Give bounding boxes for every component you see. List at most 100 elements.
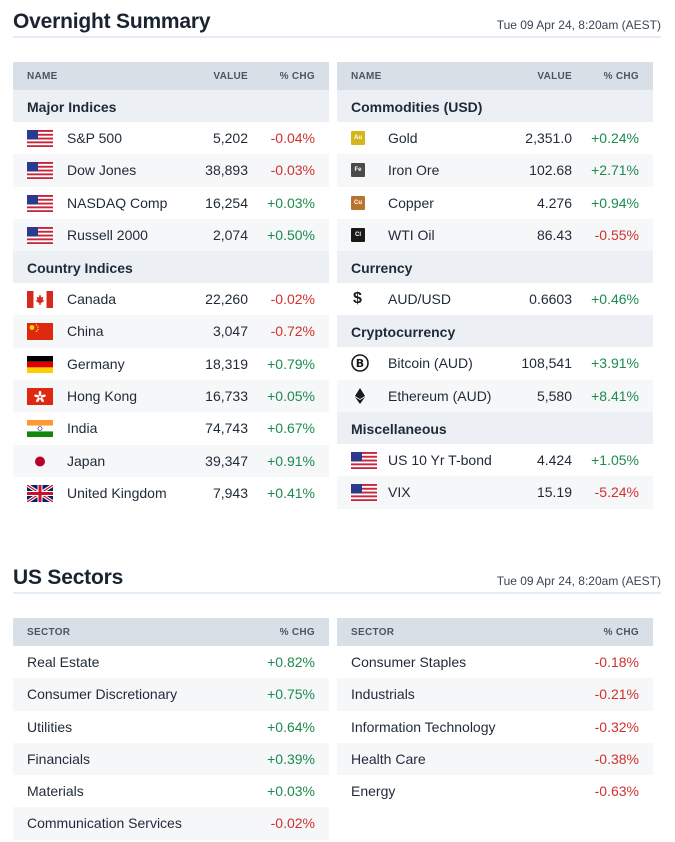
item-change: -0.02% (270, 291, 315, 308)
list-item[interactable]: B Bitcoin (AUD) 108,541 +3.91% (337, 347, 653, 379)
table-row[interactable]: Financials +0.39% (13, 742, 329, 776)
sector-column-header[interactable]: SECTOR (27, 627, 71, 638)
table-row[interactable]: Utilities +0.64% (13, 711, 329, 743)
group-label: Currency (351, 260, 413, 277)
item-value: 2,351.0 (525, 130, 572, 146)
item-value: 16,254 (205, 194, 248, 211)
item-value: 0.6603 (529, 291, 572, 308)
item-value: 5,202 (212, 130, 248, 146)
japan-flag-icon (27, 452, 53, 470)
item-change: -0.55% (594, 226, 639, 243)
table-row[interactable]: Consumer Discretionary +0.75% (13, 678, 329, 711)
sector-column-header[interactable]: SECTOR (351, 627, 395, 638)
sector-name: Financials (27, 750, 91, 767)
list-item[interactable]: Russell 2000 2,074 +0.50% (13, 218, 329, 252)
list-item[interactable]: NASDAQ Comp 16,254 +0.03% (13, 187, 329, 219)
chg-column-header[interactable]: % CHG (603, 71, 639, 82)
item-name: Hong Kong (67, 388, 138, 405)
sector-name: Materials (27, 783, 84, 800)
section-title: US Sectors (13, 566, 124, 589)
sector-change: -0.38% (594, 750, 639, 767)
item-change: +0.46% (591, 291, 639, 308)
list-item[interactable]: Fe Iron Ore 102.68 +2.71% (337, 154, 653, 187)
table-header: NAME VALUE % CHG (13, 62, 329, 90)
group-major-indices: Major Indices (13, 90, 329, 122)
list-item[interactable]: Canada 22,260 -0.02% (13, 283, 329, 315)
overnight-summary-section: Overnight Summary Tue 09 Apr 24, 8:20am … (13, 6, 661, 516)
list-item[interactable]: Cu Copper 4.276 +0.94% (337, 187, 653, 219)
table-row[interactable]: Industrials -0.21% (337, 678, 653, 711)
us-flag-icon (27, 226, 53, 244)
list-item[interactable]: Hong Kong 16,733 +0.05% (13, 380, 329, 413)
name-column-header[interactable]: NAME (27, 71, 58, 82)
table-row[interactable]: Materials +0.03% (13, 775, 329, 807)
list-item[interactable]: India 74,743 +0.67% (13, 412, 329, 444)
sector-change: +0.39% (267, 750, 315, 767)
item-value: 7,943 (212, 484, 248, 501)
item-change: -0.04% (270, 130, 315, 146)
table-row[interactable]: Communication Services -0.02% (13, 807, 329, 840)
us-flag-icon (351, 452, 377, 470)
item-change: +2.71% (591, 162, 639, 179)
list-item[interactable]: Japan 39,347 +0.91% (13, 444, 329, 477)
list-item[interactable]: S&P 500 5,202 -0.04% (13, 122, 329, 154)
page-title: Overnight Summary (13, 10, 211, 33)
list-item[interactable]: Dow Jones 38,893 -0.03% (13, 154, 329, 187)
sector-change: +0.64% (267, 718, 315, 735)
table-row[interactable]: Information Technology -0.32% (337, 711, 653, 743)
value-column-header[interactable]: VALUE (537, 71, 572, 82)
item-name: AUD/USD (388, 291, 452, 308)
item-name: WTI Oil (388, 226, 435, 243)
list-item[interactable]: VIX 15.19 -5.24% (337, 476, 653, 509)
item-change: +1.05% (591, 452, 639, 469)
list-item[interactable]: Ethereum (AUD) 5,580 +8.41% (337, 379, 653, 413)
list-item[interactable]: US 10 Yr T-bond 4.424 +1.05% (337, 444, 653, 476)
item-name: India (67, 420, 98, 437)
table-row[interactable]: Energy -0.63% (337, 775, 653, 807)
indices-table: NAME VALUE % CHG Major Indices S&P 500 5… (13, 62, 329, 509)
us-flag-icon (27, 162, 53, 180)
list-item[interactable]: Germany 18,319 +0.79% (13, 348, 329, 380)
timestamp: Tue 09 Apr 24, 8:20am (AEST) (496, 574, 661, 588)
table-row[interactable]: Health Care -0.38% (337, 742, 653, 776)
table-row[interactable]: Real Estate +0.82% (13, 646, 329, 678)
us-flag-icon (27, 130, 53, 147)
value-column-header[interactable]: VALUE (213, 71, 248, 82)
group-country-indices: Country Indices (13, 251, 329, 284)
list-item[interactable]: $ AUD/USD 0.6603 +0.46% (337, 283, 653, 315)
list-item[interactable]: United Kingdom 7,943 +0.41% (13, 477, 329, 509)
chg-column-header[interactable]: % CHG (279, 71, 315, 82)
india-flag-icon (27, 420, 53, 438)
item-value: 15.19 (536, 484, 572, 501)
item-value: 16,733 (205, 388, 248, 405)
group-label: Commodities (USD) (351, 99, 483, 115)
bitcoin-icon: B (351, 354, 369, 373)
item-change: +0.05% (267, 388, 315, 405)
group-currency: Currency (337, 251, 653, 284)
list-item[interactable]: China 3,047 -0.72% (13, 315, 329, 348)
chg-column-header[interactable]: % CHG (279, 627, 315, 638)
sector-name: Communication Services (27, 815, 182, 832)
sector-change: -0.18% (594, 654, 639, 670)
list-item[interactable]: Cl WTI Oil 86.43 -0.55% (337, 218, 653, 252)
sector-change: -0.21% (594, 686, 639, 703)
gold-icon: Au (351, 131, 365, 145)
timestamp: Tue 09 Apr 24, 8:20am (AEST) (496, 18, 661, 32)
item-value: 3,047 (212, 323, 248, 340)
us-flag-icon (27, 194, 53, 212)
uk-flag-icon (27, 484, 53, 502)
group-cryptocurrency: Cryptocurrency (337, 315, 653, 348)
svg-text:B: B (356, 357, 364, 370)
item-value: 5,580 (536, 387, 572, 404)
table-row[interactable]: Consumer Staples -0.18% (337, 646, 653, 678)
chg-column-header[interactable]: % CHG (603, 627, 639, 638)
item-change: +0.79% (267, 355, 315, 372)
list-item[interactable]: Au Gold 2,351.0 +0.24% (337, 122, 653, 154)
name-column-header[interactable]: NAME (351, 71, 382, 82)
item-change: +0.91% (267, 452, 315, 469)
sector-change: -0.63% (594, 783, 639, 800)
china-flag-icon (27, 323, 53, 341)
item-name: Ethereum (AUD) (388, 387, 492, 404)
table-header: NAME VALUE % CHG (337, 62, 653, 90)
iron-ore-icon: Fe (351, 163, 365, 178)
